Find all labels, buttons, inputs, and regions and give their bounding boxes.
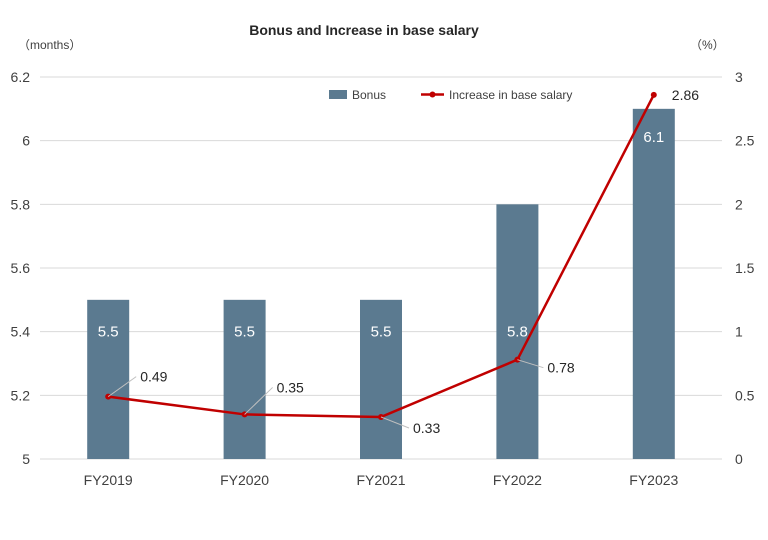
bar-bonus	[632, 108, 675, 459]
x-tick-label: FY2020	[220, 472, 269, 488]
bonus-bars	[87, 108, 675, 459]
legend-bonus-swatch	[329, 90, 347, 99]
right-axis-unit: （%）	[690, 38, 725, 52]
bar-value-label: 5.5	[98, 324, 119, 341]
left-tick-label: 6.2	[11, 69, 31, 85]
right-tick-label: 2.5	[735, 133, 755, 149]
line-value-label: 0.35	[277, 379, 304, 395]
salary-increase-point	[650, 91, 657, 98]
legend-salary-marker	[429, 91, 436, 98]
left-axis-ticks: 5 5.2 5.4 5.6 5.8 6 6.2	[11, 69, 31, 467]
x-tick-label: FY2023	[629, 472, 678, 488]
legend-salary-label: Increase in base salary	[449, 88, 572, 102]
x-axis-ticks: FY2019 FY2020 FY2021 FY2022 FY2023	[84, 472, 679, 488]
right-axis-ticks: 0 0.5 1 1.5 2 2.5 3	[735, 69, 755, 467]
label-leader-line	[380, 416, 410, 429]
bar-value-label: 5.8	[507, 324, 528, 341]
line-value-label: 2.86	[672, 87, 699, 103]
right-tick-label: 1	[735, 324, 743, 340]
right-tick-label: 1.5	[735, 260, 755, 276]
right-tick-label: 3	[735, 69, 743, 85]
salary-increase-labels: 0.49 0.35 0.33 0.78 2.86	[107, 87, 699, 436]
line-value-label: 0.33	[413, 420, 440, 436]
left-tick-label: 5.6	[11, 260, 31, 276]
chart-title: Bonus and Increase in base salary	[249, 22, 479, 38]
bar-bonus	[223, 299, 266, 459]
x-tick-label: FY2022	[493, 472, 542, 488]
bar-bonus	[87, 299, 130, 459]
right-tick-label: 2	[735, 196, 743, 212]
bar-value-label: 5.5	[371, 324, 392, 341]
label-leader-line	[107, 376, 137, 398]
right-tick-label: 0	[735, 451, 743, 467]
bar-bonus	[360, 299, 402, 459]
left-axis-unit: （months）	[18, 38, 81, 52]
bar-value-label: 6.1	[643, 129, 664, 146]
line-value-label: 0.78	[547, 360, 574, 376]
left-tick-label: 6	[22, 133, 30, 149]
right-tick-label: 0.5	[735, 387, 755, 403]
legend-bonus-label: Bonus	[352, 88, 386, 102]
x-tick-label: FY2021	[356, 472, 405, 488]
bar-value-label: 5.5	[234, 324, 255, 341]
label-leader-line	[517, 359, 544, 369]
legend: Bonus Increase in base salary	[329, 88, 572, 102]
left-tick-label: 5.4	[11, 324, 31, 340]
bonus-bar-labels: 5.5 5.5 5.5 5.8 6.1	[98, 129, 664, 341]
label-leader-line	[244, 387, 273, 415]
left-tick-label: 5.2	[11, 387, 31, 403]
line-value-label: 0.49	[140, 369, 167, 385]
left-tick-label: 5.8	[11, 196, 31, 212]
left-tick-label: 5	[22, 451, 30, 467]
x-tick-label: FY2019	[84, 472, 133, 488]
